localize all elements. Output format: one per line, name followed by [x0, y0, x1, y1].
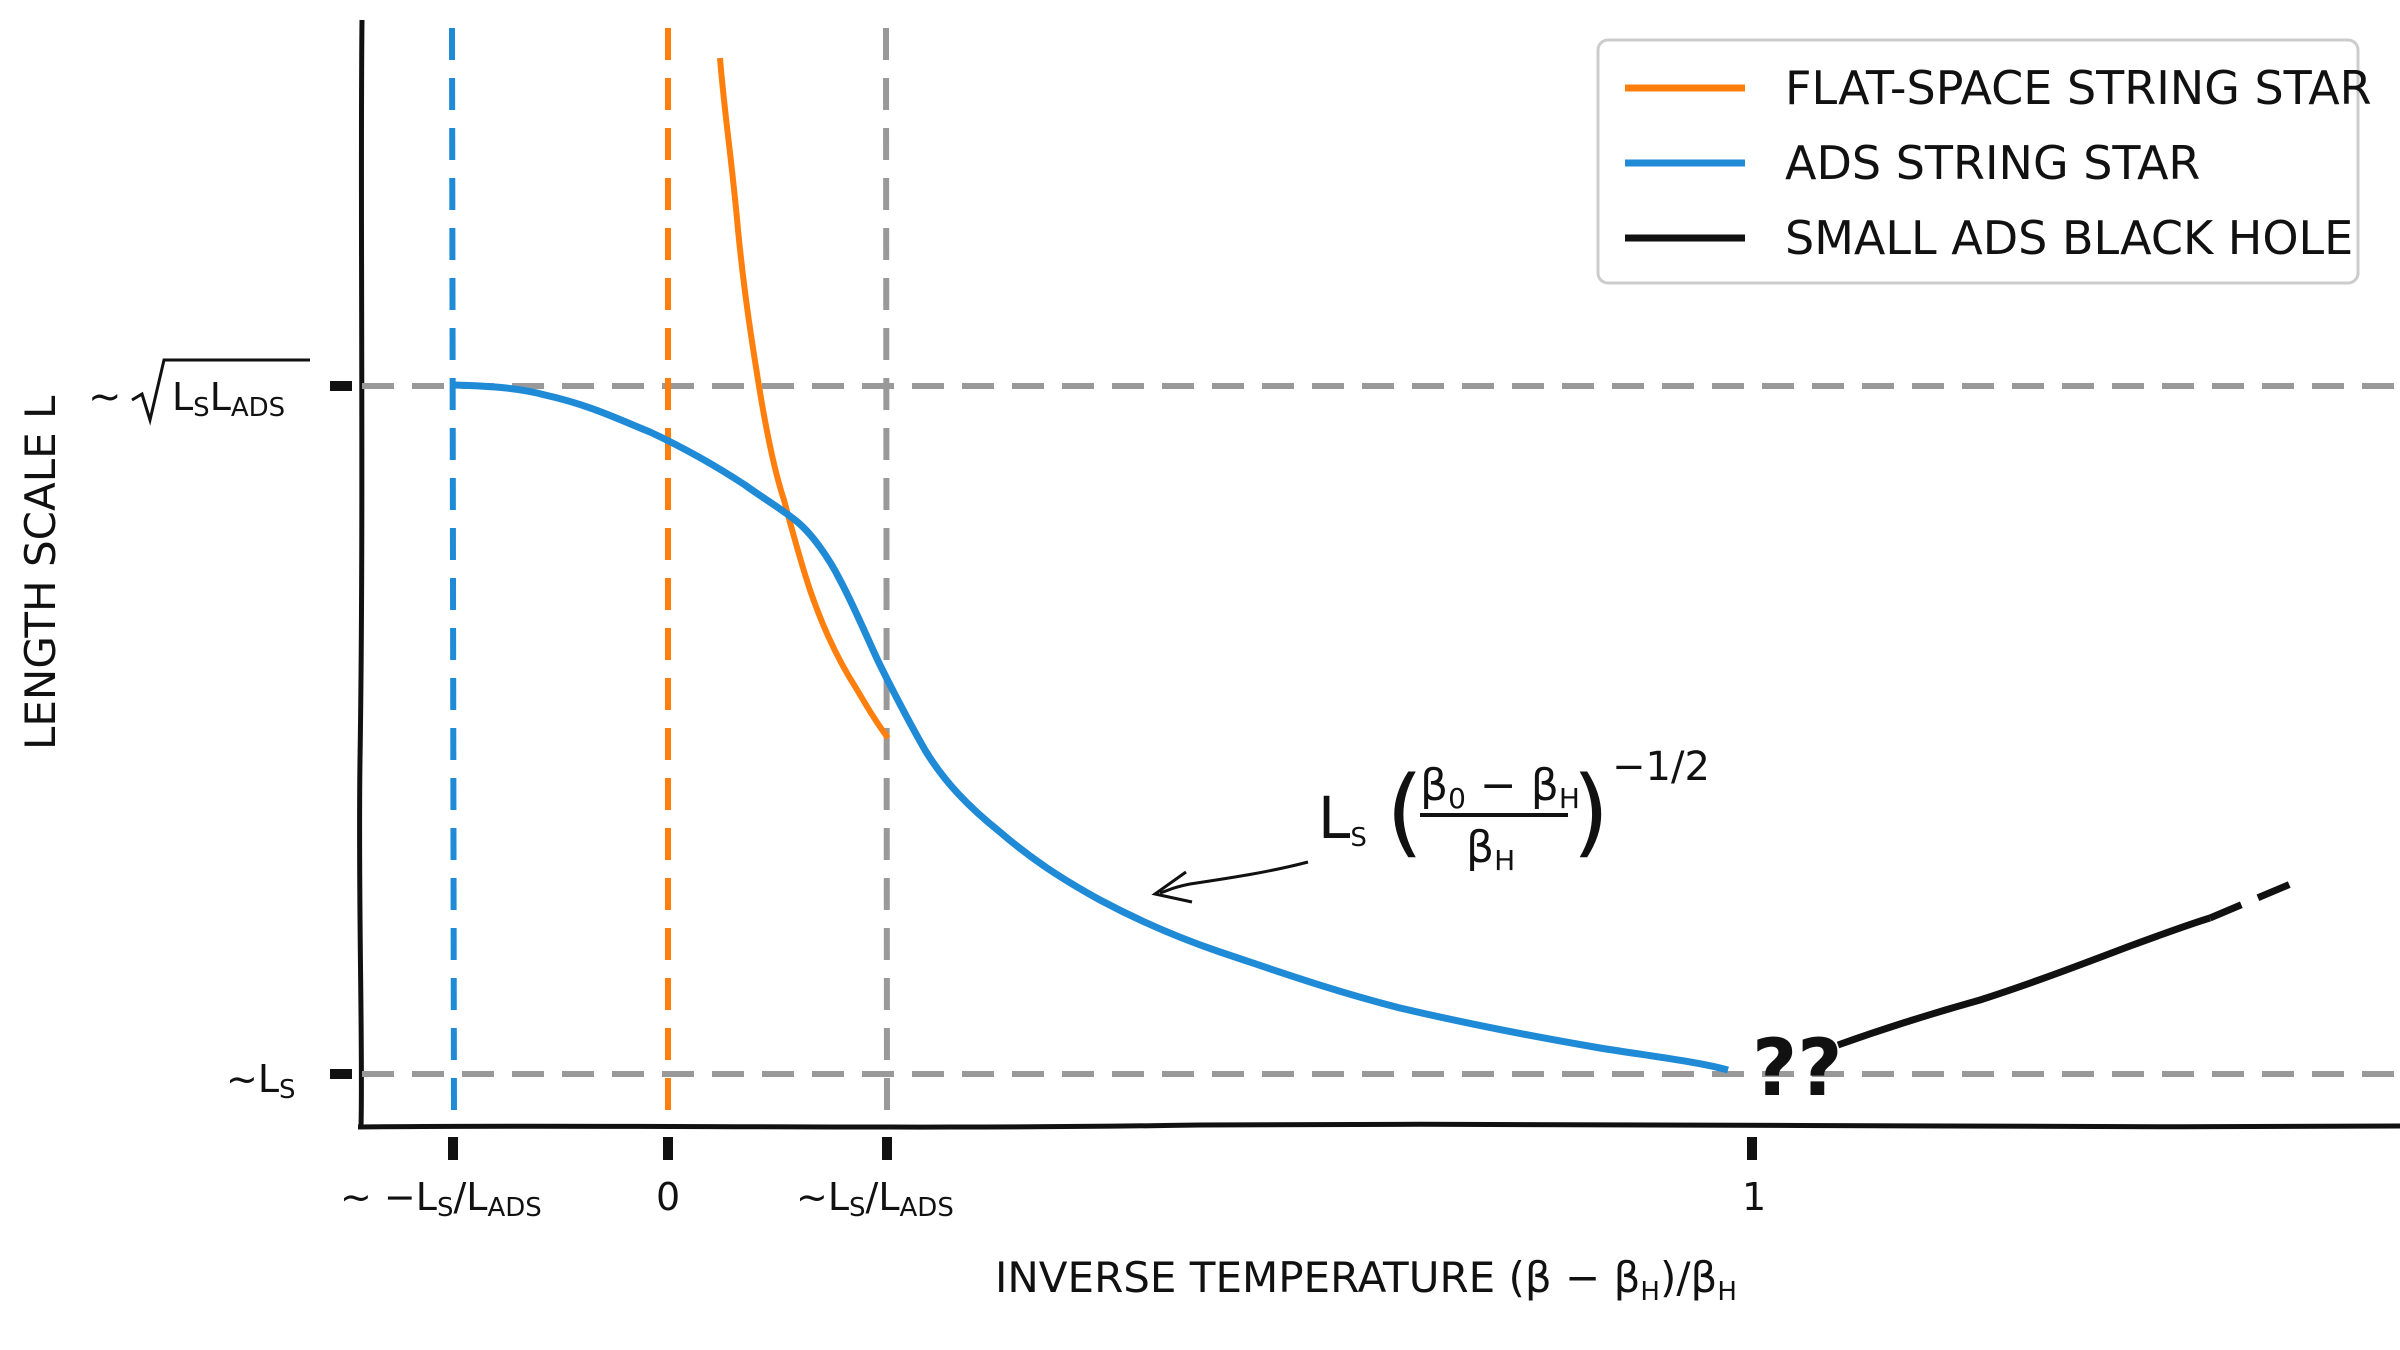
series-flat-space-string-star [717, 57, 891, 740]
legend-label-ads: ADS STRING STAR [1785, 136, 2200, 190]
legend-box [1596, 38, 2360, 285]
legend-label-flat: FLAT-SPACE STRING STAR [1785, 61, 2372, 115]
annotation-denominator: βH [1466, 822, 1515, 877]
xtick-label-plus: ~LS/LADS [796, 1175, 954, 1223]
annotation-ls: LS [1318, 784, 1367, 853]
annotation-paren-left: ( [1386, 756, 1423, 868]
annotation-numerator: β0 − βH [1420, 760, 1580, 815]
x-axis-label: INVERSE TEMPERATURE (β − βH)/βH [995, 1253, 1737, 1307]
ytick-label-ls: ~LS [226, 1057, 296, 1105]
annotation-arrow-head [1151, 870, 1193, 904]
series-ads-string-star [453, 381, 1729, 1074]
vline-minus-ls-over-lads [449, 27, 457, 1128]
vline-ls-over-lads [883, 27, 890, 1128]
x-axis-line [357, 1121, 2400, 1130]
question-marks: ?? [1752, 1024, 1843, 1114]
annotation-arrow-line [1159, 860, 1309, 895]
ytick-label-sqrt-content: LSLADS [172, 375, 285, 423]
legend-label-bh: SMALL ADS BLACK HOLE [1785, 211, 2353, 265]
xtick-label-minus: ~ −LS/LADS [340, 1175, 542, 1223]
xtick-label-one: 1 [1742, 1175, 1766, 1219]
series-small-ads-black-hole-dashed [2208, 876, 2302, 922]
ytick-label-sqrt: ~ [88, 374, 122, 420]
annotation-exponent: −1/2 [1612, 744, 1710, 790]
y-axis-line [357, 19, 365, 1128]
legend: FLAT-SPACE STRING STAR ADS STRING STAR S… [1596, 38, 2372, 285]
annotation-formula: LS ( β0 − βH βH ) −1/2 [1318, 744, 1710, 877]
y-axis-label: LENGTH SCALE L [16, 395, 65, 750]
annotation-paren-right: ) [1572, 756, 1609, 868]
series-small-ads-black-hole [1836, 914, 2212, 1049]
xtick-label-zero: 0 [656, 1175, 680, 1219]
ytick-label-sqrt-radical [131, 358, 310, 426]
